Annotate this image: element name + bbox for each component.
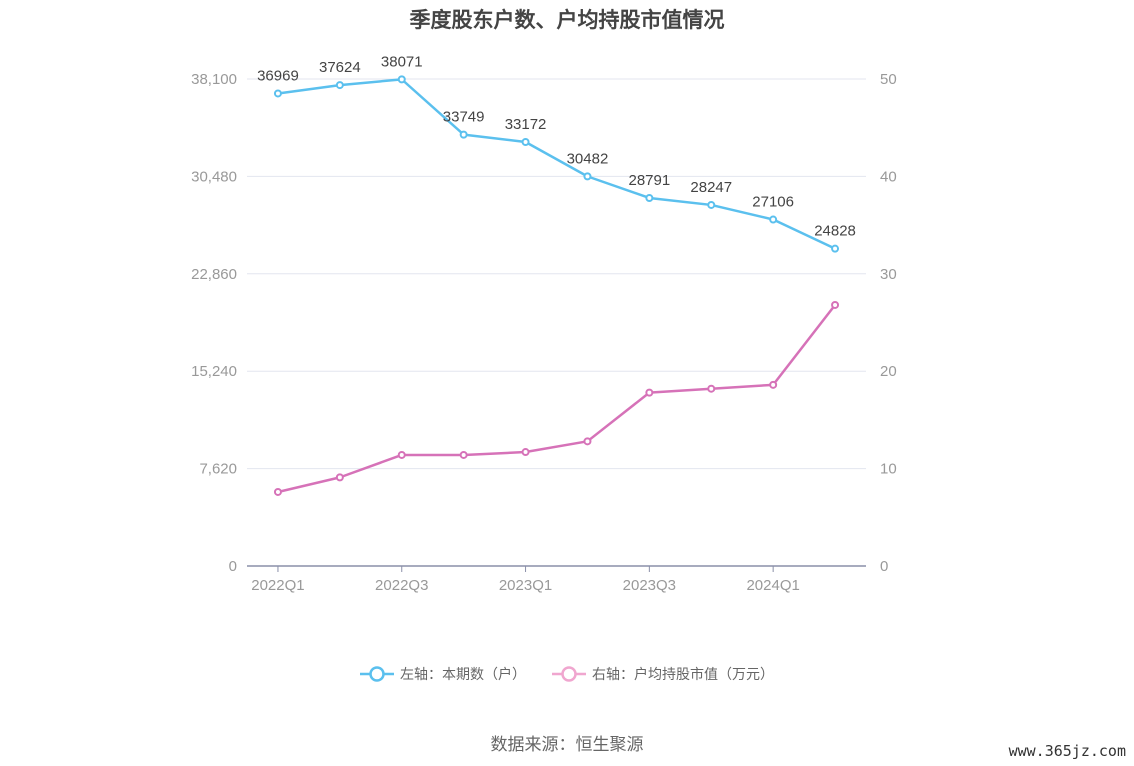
y-right-tick-label: 20 — [880, 363, 897, 380]
data-label: 38071 — [381, 53, 423, 70]
y-left-tick-label: 22,860 — [191, 266, 237, 283]
data-label: 28247 — [690, 179, 732, 196]
data-point-left — [397, 75, 406, 84]
chart-title: 季度股东户数、户均持股市值情况 — [409, 8, 725, 32]
legend-marker-right-series — [552, 666, 586, 682]
chart-plot: 0 0 7,620 10 15,240 20 22,860 30 30,480 40 38,100 5… — [191, 53, 897, 594]
data-label: 24828 — [814, 223, 856, 240]
data-point-left — [459, 130, 468, 139]
y-left-tick-label: 0 — [229, 558, 237, 575]
x-tick-label: 2023Q1 — [499, 577, 552, 594]
line-series-left — [277, 78, 836, 250]
data-point-left — [707, 200, 716, 209]
data-label: 33749 — [443, 109, 485, 126]
data-label: 36969 — [257, 67, 299, 84]
x-tick-label: 2024Q1 — [746, 577, 799, 594]
data-point-right — [273, 487, 282, 496]
data-label: 37624 — [319, 59, 361, 76]
data-point-left — [521, 137, 530, 146]
data-point-right — [707, 384, 716, 393]
x-tick-label: 2022Q1 — [251, 577, 304, 594]
data-point-left — [769, 215, 778, 224]
y-right-tick-label: 10 — [880, 461, 897, 478]
data-point-right — [521, 448, 530, 457]
y-left-tick-label: 7,620 — [199, 461, 237, 478]
y-left-tick-label: 30,480 — [191, 168, 237, 185]
data-point-right — [397, 450, 406, 459]
data-point-right — [583, 437, 592, 446]
chart-legend: 左轴：本期数（户） 右轴：户均持股市值（万元） — [0, 664, 1134, 684]
data-point-left — [831, 244, 840, 253]
data-label: 28791 — [628, 172, 670, 189]
legend-label-right-series: 右轴：户均持股市值（万元） — [592, 667, 774, 683]
data-point-right — [831, 300, 840, 309]
data-point-left — [335, 81, 344, 90]
data-point-right — [335, 473, 344, 482]
data-point-right — [769, 380, 778, 389]
y-left-tick-label: 15,240 — [191, 363, 237, 380]
data-point-right — [645, 388, 654, 397]
legend-marker-left-series — [360, 666, 394, 682]
y-right-tick-label: 30 — [880, 266, 897, 283]
line-series-right — [277, 304, 837, 494]
legend-label-left-series: 左轴：本期数（户） — [400, 667, 526, 683]
y-right-tick-label: 50 — [880, 71, 897, 88]
data-label: 27106 — [752, 194, 794, 211]
watermark: www.365jz.com — [1008, 742, 1126, 760]
x-tick-label: 2022Q3 — [375, 577, 428, 594]
data-point-right — [459, 450, 468, 459]
data-label: 30482 — [567, 150, 609, 167]
legend-item-left-series[interactable]: 左轴：本期数（户） — [360, 664, 526, 684]
y-left-tick-label: 38,100 — [191, 71, 237, 88]
data-point-left — [645, 193, 654, 202]
data-point-left — [583, 172, 592, 181]
data-point-left — [273, 89, 282, 98]
x-tick-label: 2023Q3 — [623, 577, 676, 594]
y-right-tick-label: 40 — [880, 168, 897, 185]
data-label: 33172 — [505, 116, 547, 133]
legend-item-right-series[interactable]: 右轴：户均持股市值（万元） — [552, 664, 774, 684]
y-right-tick-label: 0 — [880, 558, 888, 575]
data-source-note: 数据来源：恒生聚源 — [490, 735, 644, 755]
